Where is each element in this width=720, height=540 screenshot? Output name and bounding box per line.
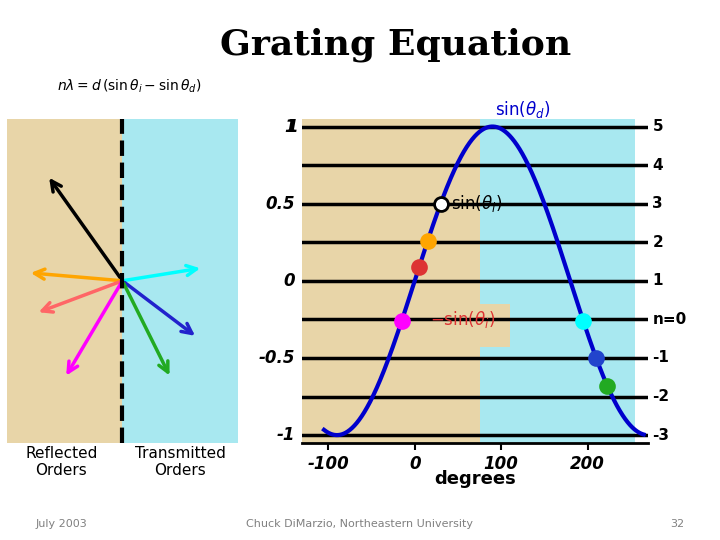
Text: 1: 1 <box>287 118 298 136</box>
Text: -1: -1 <box>277 426 295 444</box>
Text: 0: 0 <box>284 272 295 290</box>
Text: 1: 1 <box>652 273 663 288</box>
Text: -2: -2 <box>652 389 670 404</box>
Text: -0.5: -0.5 <box>259 349 295 367</box>
Text: $-\sin(\theta_i)$: $-\sin(\theta_i)$ <box>431 309 495 330</box>
Text: 1: 1 <box>284 118 295 136</box>
Bar <box>302 119 480 443</box>
Text: 0.5: 0.5 <box>266 194 295 213</box>
Text: degrees: degrees <box>434 470 516 488</box>
Text: -1: -1 <box>652 350 669 366</box>
Text: -3: -3 <box>652 428 670 443</box>
Text: Reflected
Orders: Reflected Orders <box>25 446 97 478</box>
Text: July 2003: July 2003 <box>36 519 88 529</box>
Text: $\sin(\theta_i)$: $\sin(\theta_i)$ <box>451 193 503 214</box>
Text: Grating Equation: Grating Equation <box>220 27 572 62</box>
Bar <box>7 119 122 443</box>
Bar <box>122 119 238 443</box>
Text: Chuck DiMarzio, Northeastern University: Chuck DiMarzio, Northeastern University <box>246 519 474 529</box>
Text: 5: 5 <box>652 119 663 134</box>
Bar <box>410 304 510 347</box>
Text: $n\lambda = d\,(\sin\theta_i - \sin\theta_d)$: $n\lambda = d\,(\sin\theta_i - \sin\thet… <box>58 78 202 95</box>
Text: $\sin(\theta_d)$: $\sin(\theta_d)$ <box>495 99 550 120</box>
Text: Transmitted
Orders: Transmitted Orders <box>135 446 225 478</box>
Text: n=0: n=0 <box>652 312 687 327</box>
Text: 2: 2 <box>652 235 663 249</box>
Text: 4: 4 <box>652 158 663 173</box>
Text: 32: 32 <box>670 519 684 529</box>
Bar <box>480 119 635 443</box>
Text: 3: 3 <box>652 196 663 211</box>
